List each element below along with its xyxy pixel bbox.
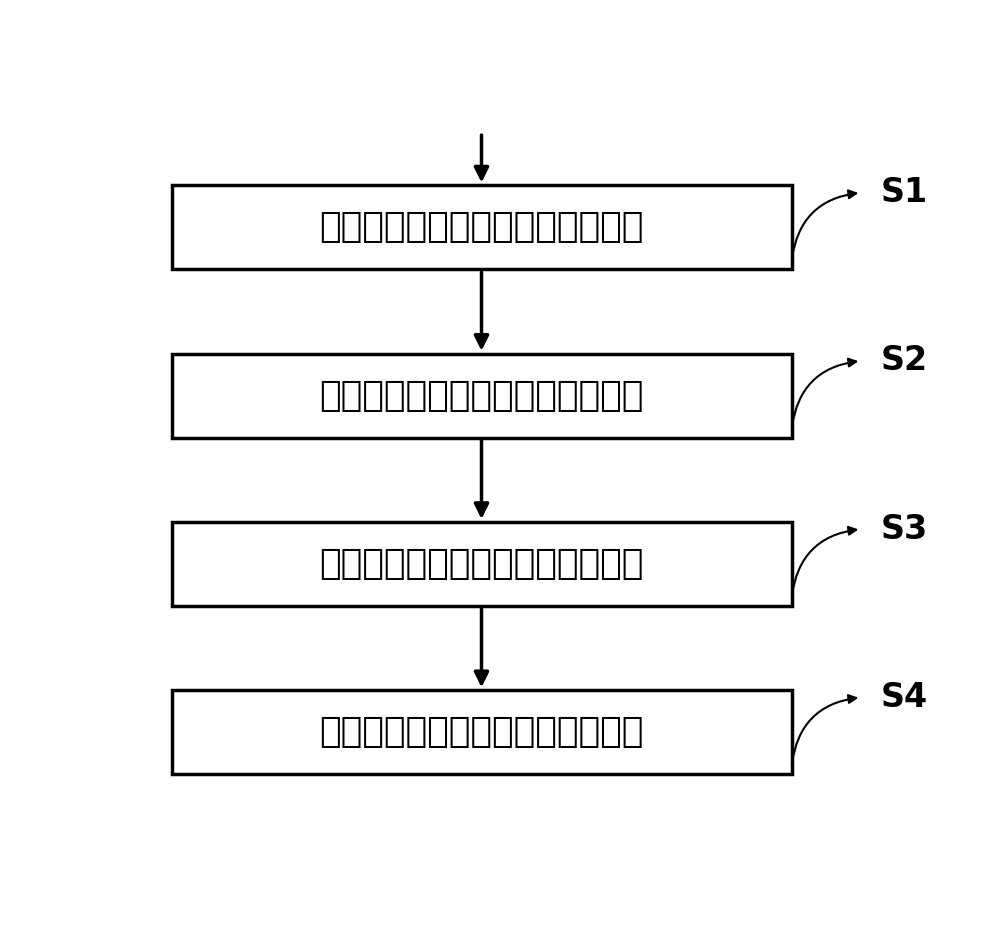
FancyBboxPatch shape	[172, 185, 792, 270]
FancyBboxPatch shape	[172, 690, 792, 774]
Text: S4: S4	[881, 681, 928, 713]
Text: 钙化厌氧颗粒污泥挤压或碾压破碎: 钙化厌氧颗粒污泥挤压或碾压破碎	[319, 210, 644, 244]
Text: 与体系进、出水和污泥混合预培养: 与体系进、出水和污泥混合预培养	[319, 547, 644, 580]
FancyBboxPatch shape	[172, 353, 792, 438]
Text: S1: S1	[881, 176, 928, 209]
FancyBboxPatch shape	[172, 522, 792, 606]
Text: S3: S3	[881, 513, 928, 545]
Text: S2: S2	[881, 345, 928, 377]
Text: 筛分获得适当粒径范围内颗粒碎屑: 筛分获得适当粒径范围内颗粒碎屑	[319, 379, 644, 412]
Text: 将培养后混合液回流至生物反应器: 将培养后混合液回流至生物反应器	[319, 715, 644, 750]
